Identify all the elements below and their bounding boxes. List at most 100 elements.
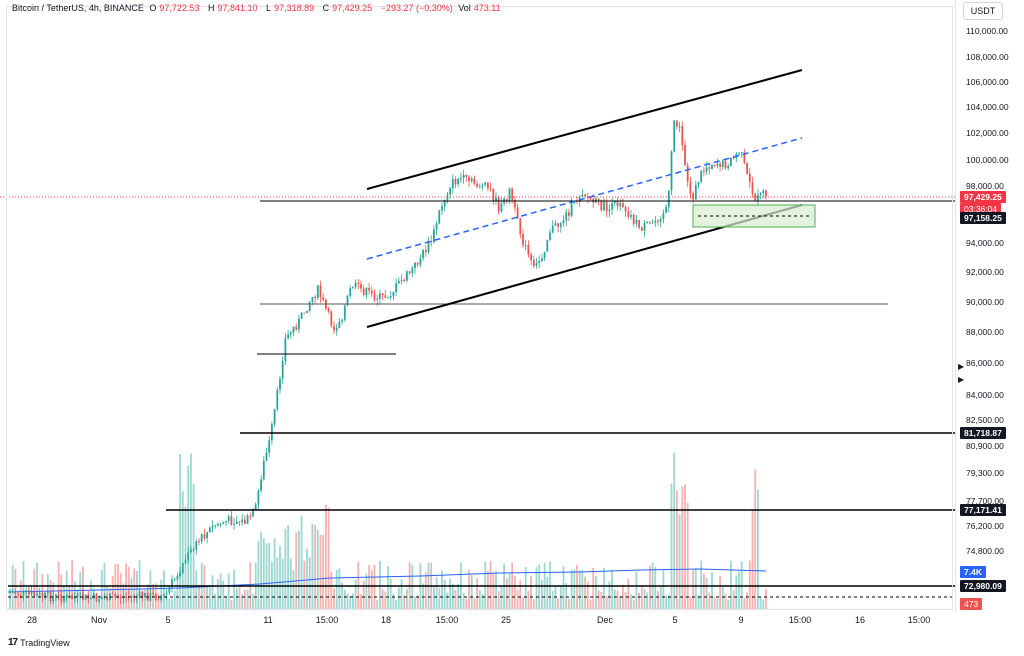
candle-body <box>76 594 79 598</box>
volume-bar <box>333 588 335 610</box>
candle-body <box>657 220 659 222</box>
volume-bar <box>114 563 117 610</box>
candle-body <box>125 596 127 598</box>
candle-body <box>289 332 292 335</box>
candle-body <box>640 227 643 231</box>
candle-body <box>424 250 427 253</box>
volume-bar <box>759 597 762 610</box>
candle-body <box>249 515 252 517</box>
volume-bar <box>716 599 719 610</box>
candle-body <box>106 597 109 600</box>
volume-bar <box>71 560 73 610</box>
volume-bar <box>433 586 435 610</box>
volume-ma-badge: 7.4K <box>960 566 986 578</box>
volume-bar <box>497 591 500 610</box>
price-tick-label: 74,800.00 <box>966 546 1004 556</box>
candle-body <box>316 285 319 299</box>
candle-body <box>373 293 376 300</box>
volume-bar <box>284 528 287 610</box>
candle-body <box>630 215 632 217</box>
candle-body <box>33 591 36 596</box>
candle-body <box>217 523 219 526</box>
candle-body <box>535 262 538 266</box>
candle-body <box>200 534 203 542</box>
volume-bar <box>233 570 235 610</box>
channel-mid-trendline[interactable] <box>366 137 803 260</box>
candle-body <box>662 212 665 219</box>
volume-bar <box>44 596 46 610</box>
volume-bar <box>322 534 325 610</box>
volume-bar <box>117 564 119 610</box>
price-tick-label: 90,000.00 <box>966 297 1004 307</box>
volume-bar <box>746 592 748 610</box>
candle-body <box>727 166 730 169</box>
volume-bar <box>362 580 365 610</box>
candle-body <box>627 211 630 217</box>
volume-bar <box>319 535 322 610</box>
candle-body <box>489 188 492 190</box>
currency-button[interactable]: USDT <box>963 2 1003 20</box>
candle-body <box>465 174 468 177</box>
candle-body <box>659 219 662 222</box>
candle-body <box>619 203 622 207</box>
candle-body <box>497 197 500 212</box>
candle-body <box>411 268 414 274</box>
candle-body <box>25 590 28 592</box>
volume-bar <box>568 598 570 610</box>
volume-bar <box>230 599 233 610</box>
channel-upper-trendline[interactable] <box>366 69 803 190</box>
time-tick-label: Nov <box>90 615 108 625</box>
candle-body <box>481 185 484 187</box>
volume-bar <box>635 571 638 610</box>
candle-body <box>65 594 68 599</box>
candle-body <box>73 597 76 599</box>
price-tick-label: 104,000.00 <box>966 102 1009 112</box>
candle-body <box>713 165 716 166</box>
volume-bar <box>406 589 408 610</box>
symbol-title: Bitcoin / TetherUS, 4h, BINANCE <box>12 3 144 13</box>
candle-body <box>451 179 454 189</box>
volume-bar <box>481 594 484 610</box>
candle-body <box>422 250 424 259</box>
volume-bar <box>306 548 308 610</box>
candle-body <box>635 220 638 224</box>
candle-body <box>419 258 422 265</box>
candle-body <box>52 596 55 602</box>
candle-body <box>311 296 314 302</box>
candle-body <box>149 592 152 601</box>
candle-body <box>732 157 735 159</box>
candle-body <box>41 593 44 598</box>
volume-bar <box>28 588 30 610</box>
price-chart[interactable] <box>0 0 955 612</box>
volume-bar <box>559 585 562 610</box>
candle-body <box>314 296 316 299</box>
time-tick-label: 16 <box>854 615 866 625</box>
candle-body <box>17 593 19 595</box>
volume-bar <box>157 593 160 610</box>
candle-body <box>368 287 370 291</box>
candle-body <box>98 599 100 601</box>
candle-body <box>546 240 549 252</box>
chart-pane[interactable] <box>0 0 956 612</box>
candle-body <box>198 541 200 543</box>
candle-body <box>643 223 646 231</box>
candle-body <box>433 229 435 243</box>
volume-bar <box>640 586 643 610</box>
symbol-legend[interactable]: Bitcoin / TetherUS, 4h, BINANCE O 97,722.… <box>12 3 501 13</box>
candle-body <box>268 440 271 453</box>
volume-bar <box>627 578 630 610</box>
volume-bar <box>365 573 368 610</box>
volume-bar <box>462 592 465 610</box>
volume-bar <box>119 572 122 610</box>
tradingview-brand[interactable]: 17 TradingView <box>8 637 70 648</box>
last-price-badge: 97,429.25 <box>960 191 1006 203</box>
volume-bar <box>190 453 192 610</box>
candle-body <box>697 182 700 185</box>
candle-body <box>230 516 233 525</box>
volume-bar <box>335 570 338 610</box>
price-tick-label: 98,000.00 <box>966 181 1004 191</box>
time-tick-label: 28 <box>26 615 38 625</box>
price-tick-label: 84,000.00 <box>966 390 1004 400</box>
volume-bar <box>279 546 281 610</box>
candle-body <box>343 305 346 320</box>
